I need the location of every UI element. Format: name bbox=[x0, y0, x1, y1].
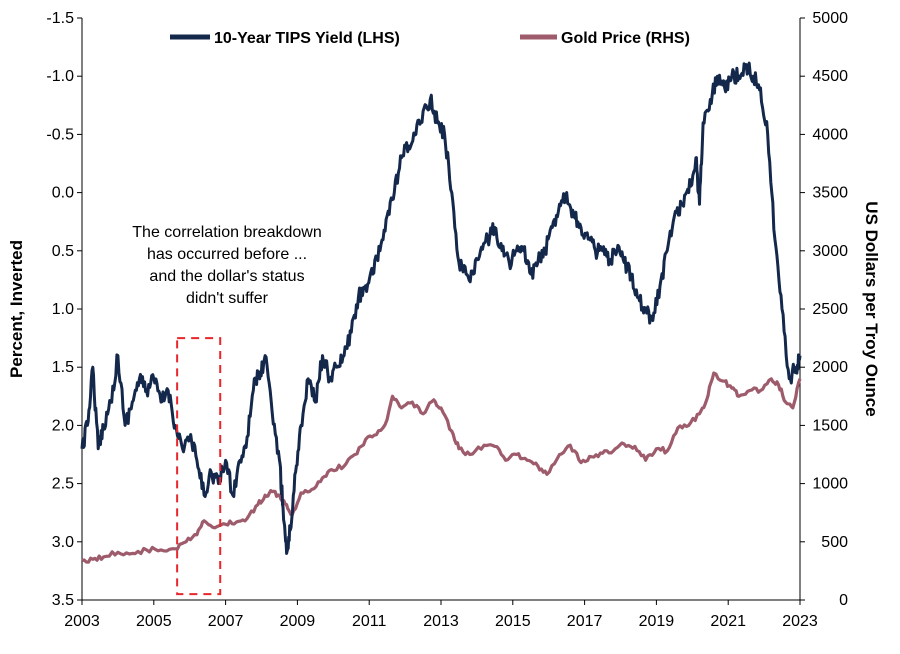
x-tick-label: 2005 bbox=[136, 613, 172, 630]
right-tick-label: 5000 bbox=[812, 10, 848, 27]
annotation-box bbox=[176, 337, 222, 596]
x-tick-label: 2009 bbox=[280, 613, 316, 630]
right-tick-label: 2000 bbox=[812, 359, 848, 376]
left-tick-label: 1.0 bbox=[52, 301, 74, 318]
right-tick-label: 4000 bbox=[812, 126, 848, 143]
right-tick-label: 3000 bbox=[812, 243, 848, 260]
plot-area bbox=[81, 18, 801, 601]
x-tick-label: 2015 bbox=[495, 613, 531, 630]
legend: 10-Year TIPS Yield (LHS) Gold Price (RHS… bbox=[170, 30, 690, 47]
left-tick-label: 0.5 bbox=[52, 243, 74, 260]
right-tick-label: 1000 bbox=[812, 476, 848, 493]
left-tick-label: -0.5 bbox=[46, 126, 74, 143]
left-tick-label: 2.5 bbox=[52, 476, 74, 493]
right-tick-label: 500 bbox=[821, 534, 848, 551]
annotation-text-line: has occurred before ... bbox=[147, 246, 307, 263]
x-tick-label: 2011 bbox=[352, 613, 387, 630]
annotation-text-line: and the dollar's status bbox=[149, 268, 304, 285]
left-tick-label: 0.0 bbox=[52, 185, 74, 202]
right-tick-label: 2500 bbox=[812, 301, 848, 318]
x-tick-label: 2013 bbox=[423, 613, 459, 630]
gold-price-line bbox=[81, 371, 802, 564]
right-tick-label: 0 bbox=[839, 592, 848, 609]
annotation-text-line: didn't suffer bbox=[186, 290, 269, 307]
series-layer bbox=[80, 61, 802, 564]
legend-label-tips: 10-Year TIPS Yield (LHS) bbox=[214, 30, 400, 47]
x-axis-ticks: 2003 2005 2007 2009 2011 2013 2015 2017 2019 2021… bbox=[64, 600, 818, 630]
right-tick-label: 4500 bbox=[812, 68, 848, 85]
x-tick-label: 2003 bbox=[64, 613, 100, 630]
right-axis-title: US Dollars per Troy Ounce bbox=[862, 201, 881, 416]
left-axis-ticks: -1.5 -1.0 -0.5 0.0 0.5 1.0 1.5 2.0 2.5 3.0 3.5 bbox=[46, 10, 82, 609]
x-tick-label: 2019 bbox=[639, 613, 675, 630]
left-tick-label: 1.5 bbox=[52, 359, 74, 376]
x-tick-label: 2021 bbox=[710, 613, 746, 630]
tips-yield-line bbox=[80, 61, 802, 555]
right-axis-ticks: 0 500 1000 1500 2000 2500 3000 3500 4000 4500 5000 bbox=[800, 10, 848, 609]
x-tick-label: 2007 bbox=[208, 613, 244, 630]
left-tick-label: 2.0 bbox=[52, 417, 74, 434]
x-tick-label: 2023 bbox=[782, 613, 818, 630]
right-tick-label: 3500 bbox=[812, 185, 848, 202]
left-tick-label: -1.5 bbox=[46, 10, 74, 27]
left-tick-label: 3.0 bbox=[52, 534, 74, 551]
annotation-layer: The correlation breakdown has occurred be… bbox=[132, 224, 322, 596]
annotation-text-line: The correlation breakdown bbox=[132, 224, 321, 241]
right-tick-label: 1500 bbox=[812, 417, 848, 434]
legend-label-gold: Gold Price (RHS) bbox=[561, 30, 690, 47]
left-axis-title: Percent, Inverted bbox=[7, 240, 26, 378]
x-tick-label: 2017 bbox=[567, 613, 603, 630]
left-tick-label: -1.0 bbox=[46, 68, 74, 85]
left-tick-label: 3.5 bbox=[52, 592, 74, 609]
